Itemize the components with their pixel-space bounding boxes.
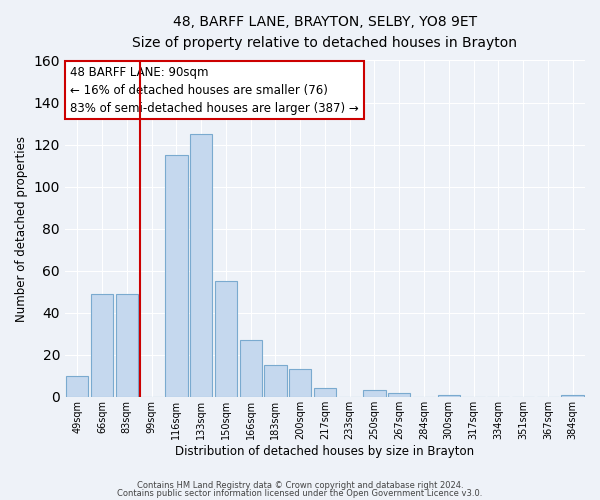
Bar — [91, 294, 113, 397]
Bar — [364, 390, 386, 397]
X-axis label: Distribution of detached houses by size in Brayton: Distribution of detached houses by size … — [175, 444, 475, 458]
Bar — [562, 394, 584, 397]
Bar — [437, 394, 460, 397]
Y-axis label: Number of detached properties: Number of detached properties — [15, 136, 28, 322]
Bar — [388, 392, 410, 397]
Bar — [314, 388, 336, 397]
Bar — [239, 340, 262, 397]
Bar — [190, 134, 212, 397]
Bar — [264, 366, 287, 397]
Bar — [165, 155, 188, 397]
Bar — [66, 376, 88, 397]
Bar — [116, 294, 138, 397]
Bar — [215, 281, 237, 397]
Text: Contains public sector information licensed under the Open Government Licence v3: Contains public sector information licen… — [118, 488, 482, 498]
Text: Contains HM Land Registry data © Crown copyright and database right 2024.: Contains HM Land Registry data © Crown c… — [137, 481, 463, 490]
Text: 48 BARFF LANE: 90sqm
← 16% of detached houses are smaller (76)
83% of semi-detac: 48 BARFF LANE: 90sqm ← 16% of detached h… — [70, 66, 359, 114]
Bar — [289, 370, 311, 397]
Title: 48, BARFF LANE, BRAYTON, SELBY, YO8 9ET
Size of property relative to detached ho: 48, BARFF LANE, BRAYTON, SELBY, YO8 9ET … — [133, 15, 517, 50]
